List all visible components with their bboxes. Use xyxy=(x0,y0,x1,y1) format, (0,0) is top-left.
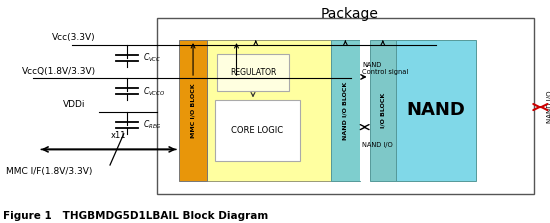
Text: $C_{VCC}$: $C_{VCC}$ xyxy=(143,52,162,64)
Text: NAND I/O: NAND I/O xyxy=(362,142,393,148)
Bar xyxy=(360,40,370,181)
Text: Package: Package xyxy=(320,7,378,21)
Text: $C_{REG}$: $C_{REG}$ xyxy=(143,119,161,131)
Text: NAND I/O BLOCK: NAND I/O BLOCK xyxy=(343,81,348,140)
Text: $C_{VCCO}$: $C_{VCCO}$ xyxy=(143,85,166,98)
Text: Vcc(3.3V): Vcc(3.3V) xyxy=(52,33,96,42)
Text: NAND: NAND xyxy=(406,101,465,119)
Bar xyxy=(331,40,360,181)
Bar xyxy=(157,18,534,194)
Bar xyxy=(179,40,207,181)
Text: MMC I/F(1.8V/3.3V): MMC I/F(1.8V/3.3V) xyxy=(6,167,92,176)
Text: Figure 1   THGBMDG5D1LBAIL Block Diagram: Figure 1 THGBMDG5D1LBAIL Block Diagram xyxy=(3,211,268,221)
Text: x11: x11 xyxy=(111,132,126,140)
Bar xyxy=(370,40,396,181)
Text: CORE LOGIC: CORE LOGIC xyxy=(231,126,283,135)
Text: NAND
Control signal: NAND Control signal xyxy=(362,62,409,74)
Bar xyxy=(217,54,289,91)
Bar xyxy=(214,100,300,161)
Bar xyxy=(396,40,476,181)
Text: REGULATOR: REGULATOR xyxy=(230,68,276,77)
Bar xyxy=(207,40,331,181)
Text: VccQ(1.8V/3.3V): VccQ(1.8V/3.3V) xyxy=(22,67,96,76)
Text: NAND I/O: NAND I/O xyxy=(547,91,550,123)
Text: I/O BLOCK: I/O BLOCK xyxy=(380,93,386,128)
Text: VDDi: VDDi xyxy=(63,100,86,109)
Text: MMC I/O BLOCK: MMC I/O BLOCK xyxy=(190,83,196,138)
